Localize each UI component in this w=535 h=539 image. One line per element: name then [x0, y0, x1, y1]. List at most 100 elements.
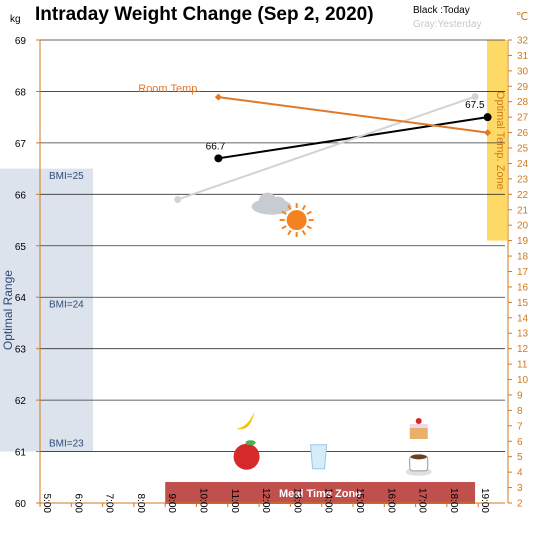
sun-core [286, 210, 307, 231]
data-label: 67.5 [465, 100, 485, 111]
cake-icon [409, 417, 428, 439]
yesterday-point [174, 195, 182, 203]
meal-zone-label: Meal Time Zone [279, 488, 361, 500]
y-right-tick-label: 17 [517, 267, 529, 278]
y-right-tick-label: 11 [517, 360, 528, 371]
y-right-tick-label: 18 [517, 252, 529, 263]
apple-body [233, 443, 260, 470]
apple-icon [233, 440, 260, 470]
sun-ray [287, 229, 292, 236]
yesterday-point [471, 93, 479, 101]
y-right-tick-label: 32 [517, 36, 529, 47]
meal-zone-band [165, 482, 476, 504]
y-right-tick-label: 23 [517, 174, 529, 185]
today-line [218, 116, 488, 160]
y-right-tick-label: 27 [517, 113, 529, 124]
sun-icon [279, 203, 314, 238]
y-left-unit: kg [10, 14, 21, 25]
sun-ray [281, 210, 287, 215]
apple-leaf [245, 440, 256, 446]
x-tick-label: 17:00 [417, 488, 428, 513]
room-temp-label: Room Temp. [138, 83, 200, 95]
today-point [483, 113, 492, 122]
today-point [214, 154, 223, 163]
x-tick-label: 5:00 [41, 494, 52, 514]
y-right-tick-label: 28 [517, 97, 529, 108]
bmi-label: BMI=25 [49, 171, 84, 182]
x-tick-label: 16:00 [385, 488, 396, 513]
y-left-tick-label: 61 [15, 448, 27, 459]
y-right-tick-label: 26 [517, 128, 529, 139]
y-right-tick-label: 21 [517, 205, 529, 216]
x-tick-label: 7:00 [104, 494, 115, 514]
y-right-tick-label: 10 [517, 375, 529, 386]
coffee-icon [405, 454, 432, 476]
y-right-tick-label: 29 [517, 82, 529, 93]
temp-zone-label: Optimal Temp. Zone [494, 91, 506, 190]
y-right-tick-label: 13 [517, 329, 529, 340]
y-right-tick-label: 4 [517, 468, 523, 479]
glass-shape [310, 444, 328, 470]
banana-shape [236, 410, 255, 430]
sun-ray [301, 229, 307, 236]
sun-ray [287, 204, 292, 211]
x-tick-label: 19:00 [479, 488, 490, 513]
y-left-tick-label: 67 [15, 139, 27, 150]
room-temp-line [218, 96, 488, 134]
x-tick-label: 8:00 [135, 494, 146, 514]
y-right-tick-label: 2 [517, 499, 523, 510]
y-right-unit: ℃ [516, 11, 528, 23]
y-left-tick-label: 66 [15, 190, 27, 201]
cake-body [409, 426, 428, 439]
y-right-tick-label: 7 [517, 421, 523, 432]
y-left-tick-label: 69 [15, 36, 27, 47]
x-tick-label: 15:00 [354, 488, 365, 513]
y-left-tick-label: 64 [15, 293, 27, 304]
cake-cherry [415, 417, 422, 424]
y-right-tick-label: 8 [517, 406, 523, 417]
water-glass-icon [310, 444, 328, 470]
room-temp-point [484, 129, 492, 137]
bmi-label: BMI=24 [49, 300, 84, 311]
x-tick-label: 10:00 [198, 488, 209, 513]
sun-ray [306, 225, 312, 230]
y-right-tick-label: 19 [517, 236, 529, 247]
sun-ray [301, 204, 307, 211]
y-right-tick-label: 14 [517, 313, 529, 324]
y-right-tick-label: 6 [517, 437, 523, 448]
bmi-label: BMI=23 [49, 438, 84, 449]
x-tick-label: 14:00 [323, 488, 334, 513]
cloud-puff [271, 196, 286, 211]
y-left-tick-label: 65 [15, 242, 27, 253]
y-right-tick-label: 5 [517, 452, 523, 463]
y-right-tick-label: 15 [517, 298, 529, 309]
sun-ray [281, 225, 287, 230]
legend-yesterday: Gray:Yesterday [413, 19, 482, 30]
y-right-tick-label: 16 [517, 282, 529, 293]
legend-today: Black :Today [413, 5, 470, 16]
y-left-tick-label: 68 [15, 87, 27, 98]
temp-zone-band [487, 40, 507, 241]
y-right-tick-label: 31 [517, 51, 529, 62]
y-right-tick-label: 3 [517, 483, 523, 494]
y-right-tick-label: 12 [517, 344, 529, 355]
y-right-tick-label: 30 [517, 66, 529, 77]
sun-ray [306, 210, 312, 215]
x-tick-label: 6:00 [72, 494, 83, 514]
x-tick-label: 9:00 [166, 494, 177, 514]
y-right-tick-label: 20 [517, 221, 529, 232]
cake-frosting [409, 423, 428, 428]
y-left-tick-label: 62 [15, 396, 27, 407]
y-right-tick-label: 25 [517, 144, 529, 155]
y-right-tick-label: 22 [517, 190, 529, 201]
x-tick-label: 18:00 [448, 488, 459, 513]
chart-title: Intraday Weight Change (Sep 2, 2020) [35, 4, 374, 25]
x-tick-label: 13:00 [291, 488, 302, 513]
y-right-tick-label: 24 [517, 159, 529, 170]
cloud-icon [251, 192, 292, 215]
x-tick-label: 11:00 [229, 489, 240, 514]
yesterday-line [177, 95, 476, 201]
optimal-range-band [0, 168, 93, 452]
x-tick-label: 12:00 [260, 488, 271, 513]
